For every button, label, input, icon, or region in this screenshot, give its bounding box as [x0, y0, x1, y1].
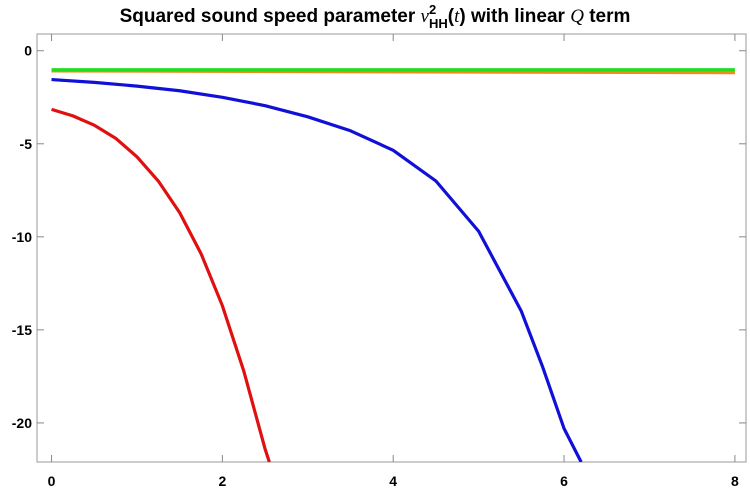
title-part: v [421, 6, 430, 27]
title-part: Q [570, 6, 584, 27]
title-part: ) [459, 6, 465, 27]
title-part: HH [429, 16, 448, 31]
x-tick-label: 8 [731, 473, 739, 489]
x-tick-label: 2 [218, 473, 226, 489]
title-part: 2 [429, 2, 436, 17]
y-tick-label: -10 [12, 229, 32, 245]
title-part: ( [448, 6, 455, 27]
y-tick-label: -5 [20, 136, 33, 152]
x-tick-label: 0 [48, 473, 56, 489]
chart-title: Squared sound speed parameter v2 HH(t) wi… [120, 2, 631, 31]
y-tick-label: 0 [24, 43, 32, 59]
y-tick-label: -20 [12, 415, 32, 431]
series-line [51, 77, 583, 462]
title-part: t [454, 6, 460, 27]
x-tick-label: 4 [389, 473, 397, 489]
x-tick-label: 6 [560, 473, 568, 489]
y-tick-label: -15 [12, 322, 32, 338]
title-part: term [584, 6, 630, 27]
series-line [51, 107, 271, 462]
plot-frame [36, 33, 747, 463]
title-part: Squared sound speed parameter [120, 6, 421, 27]
title-part: with linear [466, 6, 571, 27]
